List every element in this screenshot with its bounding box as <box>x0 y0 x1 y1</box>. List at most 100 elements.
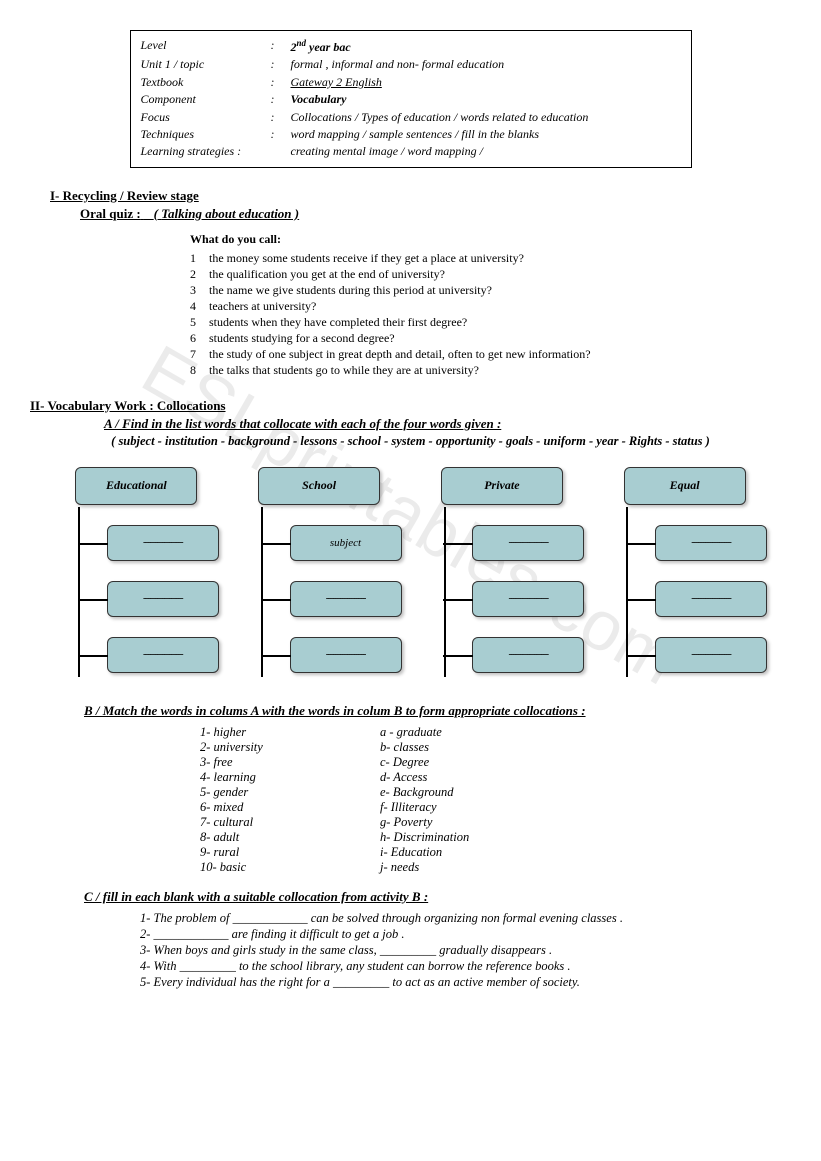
match-col-a: 6- mixed <box>200 800 380 815</box>
partA-label: A / Find in the list words that collocat… <box>104 416 771 432</box>
mindmap-cell[interactable]: ----------------- <box>107 525 219 561</box>
match-row: 8- adulth- Discrimination <box>200 830 771 845</box>
mindmap-stem <box>261 507 263 677</box>
mindmap-stem <box>444 507 446 677</box>
info-colon <box>271 143 291 160</box>
match-col-b: c- Degree <box>380 755 429 770</box>
match-col-a: 5- gender <box>200 785 380 800</box>
quiz-item: 2 the qualification you get at the end o… <box>190 267 771 282</box>
quiz-item: 4 teachers at university? <box>190 299 771 314</box>
info-colon: : <box>271 56 291 73</box>
quiz-block: What do you call: 1 the money some stude… <box>190 232 771 378</box>
info-colon: : <box>271 91 291 108</box>
match-col-b: d- Access <box>380 770 427 785</box>
section2-title: II- Vocabulary Work : Collocations <box>30 398 771 414</box>
mindmap-stem <box>626 507 628 677</box>
quiz-item: 7 the study of one subject in great dept… <box>190 347 771 362</box>
info-value: Collocations / Types of education / word… <box>291 109 681 126</box>
match-row: 7- culturalg- Poverty <box>200 815 771 830</box>
info-label: Learning strategies : <box>141 143 271 160</box>
info-value: creating mental image / word mapping / <box>291 143 681 160</box>
info-value: Vocabulary <box>291 91 681 108</box>
mindmap-cell[interactable]: ----------------- <box>655 637 767 673</box>
match-col-b: a - graduate <box>380 725 442 740</box>
mindmap-column: Equal ----------------- ----------------- -… <box>598 467 771 673</box>
match-row: 5- gendere- Background <box>200 785 771 800</box>
mindmap-cell[interactable]: ----------------- <box>655 581 767 617</box>
mindmap-head: Equal <box>624 467 746 505</box>
match-row: 10- basicj- needs <box>200 860 771 875</box>
match-row: 6- mixedf- Illiteracy <box>200 800 771 815</box>
match-col-b: e- Background <box>380 785 453 800</box>
partC-label: C / fill in each blank with a suitable c… <box>84 889 771 905</box>
match-row: 3- freec- Degree <box>200 755 771 770</box>
section1-title: I- Recycling / Review stage <box>50 188 771 204</box>
match-col-a: 3- free <box>200 755 380 770</box>
info-colon: : <box>271 37 291 56</box>
info-label: Textbook <box>141 74 271 91</box>
mindmap-cell[interactable]: ----------------- <box>472 525 584 561</box>
info-value: 2nd year bac <box>291 37 681 56</box>
fill-item: 5- Every individual has the right for a … <box>140 975 771 990</box>
match-col-a: 8- adult <box>200 830 380 845</box>
quiz-item: 8 the talks that students go to while th… <box>190 363 771 378</box>
match-col-a: 2- university <box>200 740 380 755</box>
info-colon: : <box>271 126 291 143</box>
info-colon: : <box>271 74 291 91</box>
info-value: word mapping / sample sentences / fill i… <box>291 126 681 143</box>
quiz-item: 5 students when they have completed thei… <box>190 315 771 330</box>
match-col-b: b- classes <box>380 740 429 755</box>
mindmap-container: Educational ----------------- ------------… <box>50 467 771 673</box>
mindmap-stem <box>78 507 80 677</box>
mindmap-cell[interactable]: ----------------- <box>290 637 402 673</box>
mindmap-column: School subject ----------------- ----------… <box>233 467 406 673</box>
match-col-b: h- Discrimination <box>380 830 469 845</box>
partA-wordlist: ( subject - institution - background - l… <box>90 434 731 449</box>
mindmap-cell[interactable]: ----------------- <box>472 581 584 617</box>
fill-item: 2- ____________ are finding it difficult… <box>140 927 771 942</box>
mindmap-column: Private ----------------- ----------------… <box>416 467 589 673</box>
info-value: Gateway 2 English <box>291 74 681 91</box>
quiz-item: 1 the money some students receive if the… <box>190 251 771 266</box>
info-label: Techniques <box>141 126 271 143</box>
lesson-info-box: Level: 2nd year bacUnit 1 / topic: forma… <box>130 30 692 168</box>
match-col-b: g- Poverty <box>380 815 432 830</box>
match-col-a: 4- learning <box>200 770 380 785</box>
quiz-list: 1 the money some students receive if the… <box>190 251 771 378</box>
mindmap-cell[interactable]: subject <box>290 525 402 561</box>
fill-item: 4- With _________ to the school library,… <box>140 959 771 974</box>
match-col-a: 7- cultural <box>200 815 380 830</box>
info-label: Focus <box>141 109 271 126</box>
match-row: 9- rurali- Education <box>200 845 771 860</box>
mindmap-head: Educational <box>75 467 197 505</box>
match-row: 4- learningd- Access <box>200 770 771 785</box>
quiz-item: 6 students studying for a second degree? <box>190 331 771 346</box>
info-label: Level <box>141 37 271 56</box>
quiz-item: 3 the name we give students during this … <box>190 283 771 298</box>
info-colon: : <box>271 109 291 126</box>
mindmap-cell[interactable]: ----------------- <box>655 525 767 561</box>
mindmap-column: Educational ----------------- ------------… <box>50 467 223 673</box>
match-col-b: j- needs <box>380 860 419 875</box>
match-col-a: 1- higher <box>200 725 380 740</box>
match-row: 2- universityb- classes <box>200 740 771 755</box>
fill-item: 1- The problem of ____________ can be so… <box>140 911 771 926</box>
mindmap-head: Private <box>441 467 563 505</box>
oral-quiz-label: Oral quiz : <box>80 206 141 221</box>
mindmap-cell[interactable]: ----------------- <box>107 581 219 617</box>
match-col-a: 9- rural <box>200 845 380 860</box>
fill-item: 3- When boys and girls study in the same… <box>140 943 771 958</box>
mindmap-head: School <box>258 467 380 505</box>
section1-subtitle: Oral quiz : ( Talking about education ) <box>80 206 771 222</box>
oral-quiz-topic: Talking about education <box>161 206 291 221</box>
mindmap-cell[interactable]: ----------------- <box>472 637 584 673</box>
match-block: 1- highera - graduate2- universityb- cla… <box>200 725 771 875</box>
info-label: Component <box>141 91 271 108</box>
match-row: 1- highera - graduate <box>200 725 771 740</box>
mindmap-cell[interactable]: ----------------- <box>290 581 402 617</box>
mindmap-cell[interactable]: ----------------- <box>107 637 219 673</box>
match-col-b: i- Education <box>380 845 442 860</box>
partB-label: B / Match the words in colums A with the… <box>84 703 771 719</box>
quiz-question-title: What do you call: <box>190 232 771 247</box>
match-col-b: f- Illiteracy <box>380 800 437 815</box>
